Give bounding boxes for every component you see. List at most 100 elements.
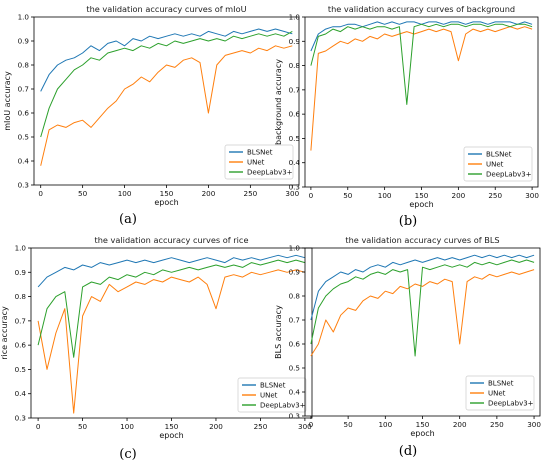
x-axis-label: epoch: [409, 200, 433, 209]
y-tick-label: 0.3: [289, 412, 300, 421]
chart-title: the validation accuracy curves of mIoU: [86, 4, 246, 14]
x-tick-label: 150: [415, 191, 429, 200]
y-tick-label: 0.7: [289, 85, 300, 94]
series-line-deeplabv3-: [310, 23, 533, 105]
chart-panel-1: the validation accuracy curves of mIoU 0 5…: [3, 4, 300, 227]
series-line-blsnet: [310, 254, 535, 321]
chart-panel-3: the validation accuracy curves of rice 0 5…: [0, 235, 313, 462]
legend-label: DeepLabv3+: [488, 400, 534, 408]
legend-box: [463, 146, 533, 182]
series-line-unet: [40, 45, 293, 166]
y-tick-label: 0.4: [289, 388, 301, 397]
x-tick-label: 0: [309, 420, 314, 429]
series-line-blsnet: [37, 254, 306, 288]
x-tick-label: 100: [120, 422, 134, 431]
panel-caption: (a): [119, 212, 137, 227]
y-tick-label: 0.4: [18, 157, 30, 166]
x-axis-label: epoch: [154, 198, 178, 207]
x-tick-label: 200: [202, 189, 216, 198]
y-tick-label: 0.3: [289, 183, 300, 192]
y-axis-label: background accuracy: [274, 59, 283, 145]
legend-label: BLSNet: [247, 149, 273, 157]
x-tick-label: 150: [165, 422, 179, 431]
y-tick-label: 0.9: [289, 268, 301, 277]
y-axis-label: mIoU accuracy: [3, 71, 12, 131]
x-tick-label: 250: [488, 191, 502, 200]
y-tick-label: 0.9: [289, 37, 301, 46]
panel-caption: (d): [399, 444, 417, 459]
legend-label: BLSNet: [260, 382, 286, 390]
legend-box: [224, 144, 294, 180]
series-line-unet: [310, 26, 533, 151]
y-tick-label: 0.5: [289, 134, 300, 143]
chart-title: the validation accuracy curves of backgr…: [328, 4, 515, 14]
x-tick-label: 100: [378, 420, 392, 429]
x-tick-label: 100: [378, 191, 392, 200]
y-tick-label: 0.6: [18, 109, 30, 118]
x-tick-label: 0: [309, 191, 314, 200]
y-tick-label: 0.9: [15, 268, 27, 277]
x-tick-label: 150: [160, 189, 174, 198]
chart-title: the validation accuracy curves of rice: [95, 235, 249, 245]
x-axis-label: epoch: [159, 431, 183, 440]
x-tick-label: 200: [453, 420, 467, 429]
y-tick-label: 0.6: [289, 340, 301, 349]
legend-label: BLSNet: [488, 380, 514, 388]
x-axis-label: epoch: [410, 429, 434, 438]
x-tick-label: 50: [344, 420, 354, 429]
x-tick-label: 250: [244, 189, 258, 198]
y-tick-label: 0.7: [18, 85, 29, 94]
series-line-blsnet: [310, 21, 533, 52]
y-tick-label: 0.3: [15, 414, 26, 423]
x-tick-label: 300: [527, 420, 541, 429]
chart-panel-2: the validation accuracy curves of backgr…: [274, 4, 539, 229]
y-tick-label: 0.4: [289, 158, 301, 167]
y-tick-label: 0.9: [18, 37, 30, 46]
legend-label: UNet: [260, 392, 278, 400]
series-line-unet: [37, 269, 306, 414]
legend-box: [237, 377, 307, 413]
x-tick-label: 50: [78, 189, 88, 198]
chart-panel-4: the validation accuracy curves of BLS 0 50…: [274, 235, 541, 459]
y-axis-label: rice accuracy: [0, 306, 9, 360]
series-line-deeplabv3-: [310, 259, 535, 357]
x-tick-label: 300: [298, 422, 312, 431]
x-tick-label: 300: [285, 189, 299, 198]
y-tick-label: 1.0: [289, 13, 301, 22]
series-line-deeplabv3-: [40, 30, 293, 138]
panel-caption: (b): [399, 214, 417, 229]
y-tick-label: 0.7: [289, 316, 300, 325]
y-tick-label: 1.0: [289, 244, 301, 253]
x-tick-label: 250: [254, 422, 268, 431]
legend: BLSNet UNet DeepLabv3+: [465, 375, 535, 411]
y-tick-label: 0.8: [15, 292, 27, 301]
y-tick-label: 1.0: [18, 13, 30, 22]
x-tick-label: 50: [78, 422, 88, 431]
y-tick-label: 0.5: [18, 133, 29, 142]
legend-label: UNet: [486, 161, 504, 169]
x-tick-label: 0: [36, 422, 41, 431]
y-tick-label: 0.7: [15, 316, 26, 325]
legend-label: DeepLabv3+: [486, 171, 532, 179]
series-line-blsnet: [40, 28, 293, 92]
legend-label: UNet: [488, 390, 506, 398]
y-tick-label: 0.3: [18, 181, 29, 190]
legend: BLSNet UNet DeepLabv3+: [224, 144, 294, 180]
y-tick-label: 0.6: [289, 110, 301, 119]
legend-label: DeepLabv3+: [247, 169, 293, 177]
chart-title: the validation accuracy curves of BLS: [345, 235, 499, 245]
legend-label: UNet: [247, 159, 265, 167]
y-tick-label: 0.6: [15, 341, 27, 350]
y-tick-label: 0.5: [289, 364, 300, 373]
x-tick-label: 300: [525, 191, 539, 200]
x-tick-label: 0: [38, 189, 43, 198]
x-tick-label: 50: [343, 191, 353, 200]
series-line-unet: [310, 269, 535, 357]
y-tick-label: 1.0: [15, 244, 27, 253]
legend-label: DeepLabv3+: [260, 402, 306, 410]
x-tick-label: 200: [209, 422, 223, 431]
y-axis-label: BLS accuracy: [274, 305, 283, 359]
x-tick-label: 150: [416, 420, 430, 429]
x-tick-label: 200: [452, 191, 466, 200]
